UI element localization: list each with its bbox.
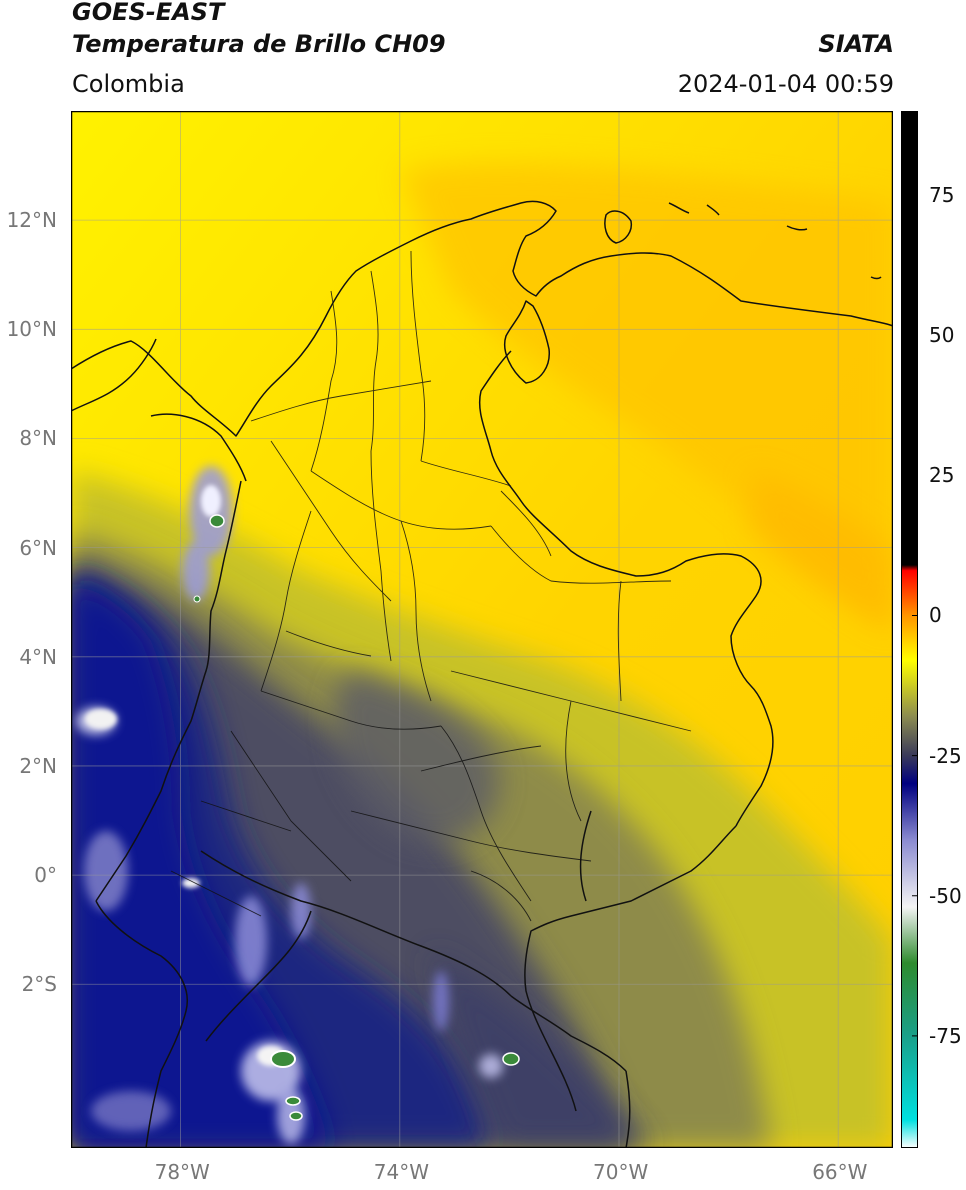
colorbar-tick-label: 25 <box>929 463 955 488</box>
satellite-title: GOES-EAST <box>72 0 225 26</box>
coastline-borders <box>71 200 893 1148</box>
colorbar-gradient <box>901 111 918 1148</box>
latitude-tick-label: 12°N <box>6 208 57 233</box>
colorbar-tick-label: 50 <box>929 323 955 348</box>
region-label: Colombia <box>72 70 185 98</box>
longitude-tick-label: 78°W <box>154 1160 210 1184</box>
longitude-tick-label: 74°W <box>373 1160 430 1184</box>
brightness-temperature-field <box>71 111 893 1148</box>
latitude-tick-label: 4°N <box>19 644 57 669</box>
colorbar-tick-label: 0 <box>929 603 942 628</box>
colorbar-tick-label: -25 <box>929 743 962 768</box>
latitude-tick-label: 8°N <box>19 426 57 451</box>
colorbar-tick-label: -75 <box>929 1023 962 1048</box>
latitude-tick-label: 0° <box>34 863 57 888</box>
map-frame <box>71 111 893 1148</box>
longitude-tick-label: 66°W <box>812 1160 868 1184</box>
latitude-tick-label: 2°S <box>21 972 57 997</box>
satellite-map <box>71 111 893 1148</box>
agency-label: SIATA <box>818 30 894 58</box>
product-title: Temperatura de Brillo CH09 <box>72 30 446 58</box>
colorbar-tick-label: -50 <box>929 883 962 908</box>
longitude-tick-label: 70°W <box>593 1160 649 1184</box>
timestamp-label: 2024-01-04 00:59 <box>677 70 894 98</box>
latitude-tick-label: 6°N <box>19 535 57 560</box>
colorbar-tick-label: 75 <box>929 183 955 208</box>
colorbar <box>901 111 918 1148</box>
latitude-tick-label: 10°N <box>6 317 57 342</box>
latitude-tick-label: 2°N <box>19 753 57 778</box>
department-borders <box>170 250 692 922</box>
colorbar-frame <box>901 111 918 1148</box>
